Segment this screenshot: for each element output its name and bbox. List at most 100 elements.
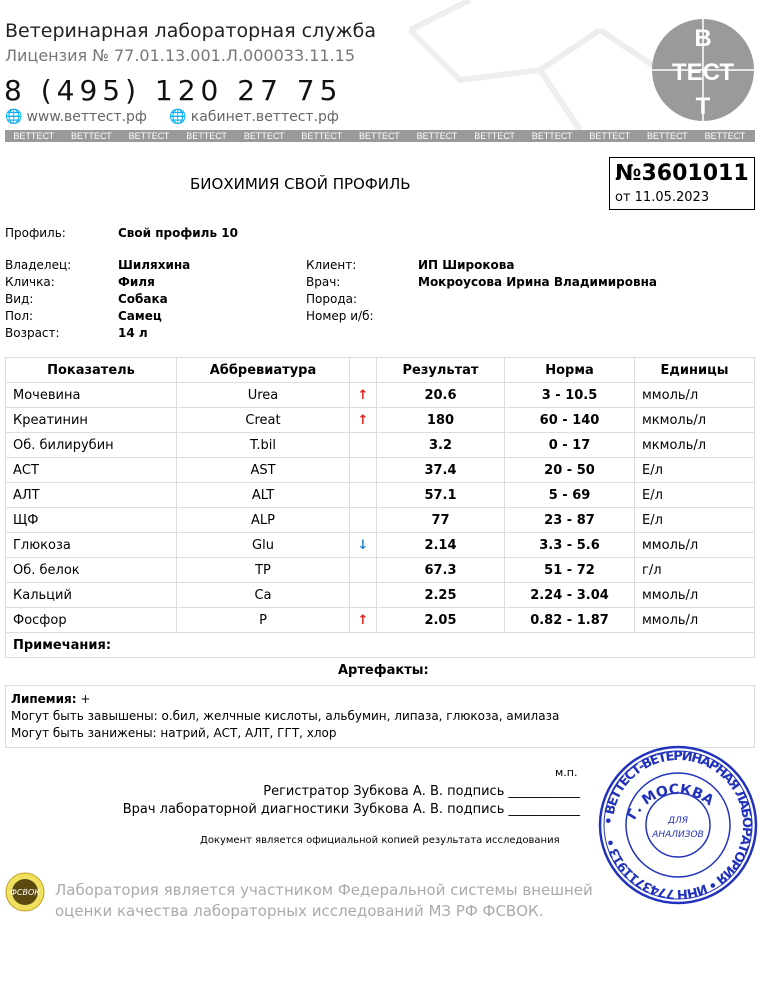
lab-name: Ветеринарная лабораторная служба: [5, 20, 376, 42]
test-name: ЩФ: [5, 507, 177, 533]
flag-icon: ↑: [349, 607, 377, 633]
reference-range: 23 - 87: [504, 507, 635, 533]
reference-range: 0 - 17: [504, 432, 635, 458]
fsvok-text: Лаборатория является участником Федераль…: [55, 880, 593, 922]
doctor-signature: Врач лабораторной диагностики Зубкова А.…: [122, 802, 580, 817]
abbreviation: Urea: [176, 382, 350, 408]
table-row: Фосфор P ↑ 2.05 0.82 - 1.87 ммоль/л: [5, 607, 755, 633]
abbreviation: Glu: [176, 532, 350, 558]
fsvok-logo: ФСВОК: [5, 872, 45, 912]
result: 20.6: [376, 382, 505, 408]
client-value: ИП Широкова: [418, 258, 515, 272]
reference-range: 20 - 50: [504, 457, 635, 483]
abbreviation: AST: [176, 457, 350, 483]
lipemia-label: Липемия:: [11, 692, 77, 706]
species-value: Собака: [118, 292, 168, 306]
nick-label: Кличка:: [5, 275, 55, 289]
test-name: АЛТ: [5, 482, 177, 508]
sex-value: Самец: [118, 309, 162, 323]
band-label: ВЕТТЕСТ: [704, 131, 746, 141]
band-label: ВЕТТЕСТ: [128, 131, 170, 141]
results-table: Показатель Аббревиатура Результат Норма Един…: [5, 357, 755, 658]
flag-icon: [349, 557, 377, 583]
reference-range: 5 - 69: [504, 482, 635, 508]
test-name: Глюкоза: [5, 532, 177, 558]
owner-label: Владелец:: [5, 258, 72, 272]
flag-icon: [349, 507, 377, 533]
column-header: Показатель: [5, 357, 177, 383]
result: 37.4: [376, 457, 505, 483]
band-label: ВЕТТЕСТ: [243, 131, 285, 141]
abbreviation: ALT: [176, 482, 350, 508]
svg-text:В: В: [694, 25, 711, 52]
test-name: АСТ: [5, 457, 177, 483]
document-title: БИОХИМИЯ СВОЙ ПРОФИЛЬ: [190, 175, 411, 193]
copy-note: Документ является официальной копией рез…: [200, 835, 560, 846]
table-row: АСТ AST 37.4 20 - 50 Е/л: [5, 457, 755, 483]
artifacts-box: Липемия: + Могут быть завышены: о.бил, ж…: [5, 685, 755, 748]
units: Е/л: [634, 457, 755, 483]
result: 77: [376, 507, 505, 533]
svg-text:ФСВОК: ФСВОК: [10, 888, 40, 897]
flag-icon: [349, 457, 377, 483]
abbreviation: Ca: [176, 582, 350, 608]
reference-range: 2.24 - 3.04: [504, 582, 635, 608]
artifacts-line1: Могут быть завышены: о.бил, желчные кисл…: [11, 709, 560, 723]
test-name: Креатинин: [5, 407, 177, 433]
nick-value: Филя: [118, 275, 155, 289]
flag-icon: [349, 432, 377, 458]
sex-label: Пол:: [5, 309, 34, 323]
test-name: Мочевина: [5, 382, 177, 408]
abbreviation: ALP: [176, 507, 350, 533]
band-label: ВЕТТЕСТ: [531, 131, 573, 141]
svg-text:Т: Т: [696, 93, 711, 120]
result: 2.05: [376, 607, 505, 633]
phone: 8 (495) 120 27 75: [4, 74, 343, 107]
table-row: АЛТ ALT 57.1 5 - 69 Е/л: [5, 482, 755, 508]
band-label: ВЕТТЕСТ: [589, 131, 631, 141]
reference-range: 51 - 72: [504, 557, 635, 583]
units: Е/л: [634, 482, 755, 508]
column-header: [349, 357, 377, 383]
result: 2.25: [376, 582, 505, 608]
stamp-seal: • ВЕТТЕСТ-ВЕТЕРИНАРНАЯ ЛАБОРАТОРИЯ • ИНН…: [598, 745, 758, 905]
result: 3.2: [376, 432, 505, 458]
doctor-value: Мокроусова Ирина Владимировна: [418, 275, 657, 289]
column-header: Результат: [376, 357, 505, 383]
globe-icon: 🌐: [169, 109, 187, 125]
test-name: Кальций: [5, 582, 177, 608]
website-link[interactable]: www.веттест.рф: [26, 109, 147, 125]
vettest-logo: В ТЕСТ Т: [652, 19, 754, 121]
units: ммоль/л: [634, 532, 755, 558]
band-label: ВЕТТЕСТ: [646, 131, 688, 141]
client-label: Клиент:: [306, 258, 357, 272]
owner-value: Шиляхина: [118, 258, 191, 272]
cabinet-link[interactable]: кабинет.веттест.рф: [190, 109, 339, 125]
fsvok-line2: оценки качества лабораторных исследовани…: [55, 902, 544, 920]
table-row: Кальций Ca 2.25 2.24 - 3.04 ммоль/л: [5, 582, 755, 608]
age-label: Возраст:: [5, 326, 60, 340]
test-name: Об. билирубин: [5, 432, 177, 458]
result: 67.3: [376, 557, 505, 583]
reference-range: 0.82 - 1.87: [504, 607, 635, 633]
table-row: Креатинин Creat ↑ 180 60 - 140 мкмоль/л: [5, 407, 755, 433]
column-header: Аббревиатура: [176, 357, 350, 383]
flag-icon: [349, 582, 377, 608]
reference-range: 3 - 10.5: [504, 382, 635, 408]
abbreviation: P: [176, 607, 350, 633]
band-label: ВЕТТЕСТ: [359, 131, 400, 141]
band-label: ВЕТТЕСТ: [474, 131, 515, 141]
reference-range: 3.3 - 5.6: [504, 532, 635, 558]
table-row: ЩФ ALP 77 23 - 87 Е/л: [5, 507, 755, 533]
result: 2.14: [376, 532, 505, 558]
mp-label: м.п.: [555, 766, 578, 779]
document-date: от 11.05.2023: [615, 190, 710, 205]
result: 180: [376, 407, 505, 433]
brand-band: ВЕТТЕСТ ВЕТТЕСТ ВЕТТЕСТ ВЕТТЕСТ ВЕТТЕСТ ВЕТТЕ…: [5, 130, 755, 142]
abbreviation: T.bil: [176, 432, 350, 458]
lipemia-value: +: [80, 692, 91, 706]
units: ммоль/л: [634, 607, 755, 633]
flag-icon: ↑: [349, 382, 377, 408]
abbreviation: TP: [176, 557, 350, 583]
